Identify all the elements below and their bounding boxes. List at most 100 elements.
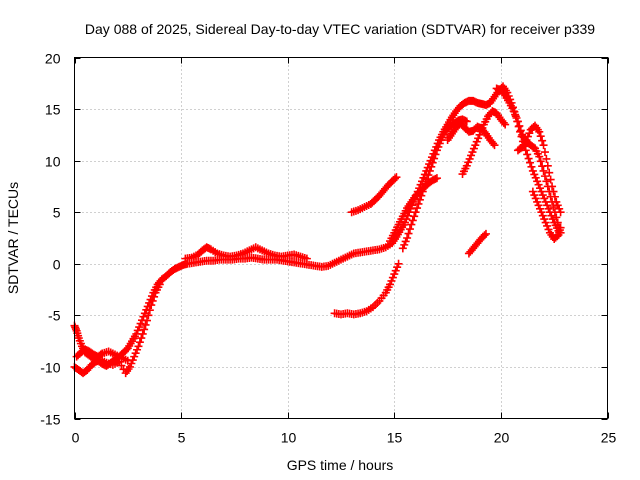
- data-point: [540, 172, 549, 181]
- data-series: [70, 82, 565, 378]
- y-tick-label: -15: [40, 412, 60, 428]
- x-tick-label: 20: [494, 430, 510, 446]
- data-point: [553, 218, 562, 227]
- y-tick-label: 20: [45, 51, 61, 67]
- data-point: [556, 223, 565, 232]
- data-point: [405, 225, 414, 234]
- data-point: [542, 154, 551, 163]
- data-point: [391, 174, 400, 183]
- data-point: [515, 121, 524, 130]
- data-point: [546, 175, 555, 184]
- data-point: [413, 204, 422, 213]
- data-point: [539, 141, 548, 150]
- series-arc-peak-d: [492, 84, 565, 237]
- x-axis-label: GPS time / hours: [287, 457, 394, 473]
- data-point: [144, 311, 153, 320]
- data-point: [417, 191, 426, 200]
- data-point: [392, 173, 401, 182]
- data-point: [516, 126, 525, 135]
- data-point: [489, 139, 498, 148]
- series-arc-afternoon-b: [330, 259, 403, 319]
- y-axis-label: SDTVAR / TECUs: [5, 182, 21, 294]
- data-point: [148, 296, 157, 305]
- data-point: [407, 220, 416, 229]
- data-point: [490, 141, 499, 150]
- y-tick-label: 5: [53, 205, 61, 221]
- data-point: [394, 259, 403, 268]
- series-arc-afternoon-a: [347, 173, 401, 217]
- data-point: [480, 231, 489, 240]
- y-tick-label: -10: [40, 360, 60, 376]
- data-point: [411, 208, 420, 217]
- data-point: [536, 157, 545, 166]
- data-point: [432, 174, 441, 183]
- data-point: [523, 150, 532, 159]
- data-point: [527, 162, 536, 171]
- data-point: [135, 338, 144, 347]
- data-point: [542, 177, 551, 186]
- data-point: [545, 168, 554, 177]
- data-point: [481, 229, 490, 238]
- data-point: [424, 171, 433, 180]
- data-point: [147, 301, 156, 310]
- data-point: [499, 118, 508, 127]
- data-point: [123, 356, 132, 365]
- data-point: [145, 306, 154, 315]
- data-point: [425, 166, 434, 175]
- data-point: [462, 117, 471, 126]
- data-point: [134, 342, 143, 351]
- data-point: [421, 179, 430, 188]
- chart-title: Day 088 of 2025, Sidereal Day-to-day VTE…: [85, 21, 595, 37]
- data-point: [524, 154, 533, 163]
- data-point: [430, 154, 439, 163]
- data-point: [96, 350, 105, 359]
- data-point: [536, 132, 545, 141]
- x-tick-label: 5: [178, 430, 186, 446]
- data-point: [141, 320, 150, 329]
- data-point: [538, 136, 547, 145]
- y-tick-label: -5: [48, 308, 61, 324]
- data-point: [539, 166, 548, 175]
- data-point: [501, 120, 510, 129]
- data-point: [414, 199, 423, 208]
- data-point: [403, 234, 412, 242]
- data-point: [552, 213, 561, 222]
- series-arc-mid-upper: [181, 243, 311, 263]
- data-point: [526, 158, 535, 167]
- data-point: [427, 162, 436, 171]
- data-point: [422, 175, 431, 184]
- y-tick-labels: -15 -10 -5 0 5 10 15 20: [40, 51, 60, 428]
- data-point: [302, 254, 311, 263]
- axis-ticks: [74, 57, 609, 420]
- data-point: [549, 187, 558, 196]
- series-arc-late-tail: [528, 187, 565, 244]
- series-arc-late-rise: [513, 121, 565, 217]
- data-point: [548, 182, 557, 191]
- data-point: [420, 183, 429, 192]
- data-point: [415, 195, 424, 204]
- y-tick-label: 15: [45, 102, 61, 118]
- data-point: [428, 158, 437, 167]
- series-arc-late-isolated: [464, 229, 490, 258]
- grid: [74, 57, 608, 419]
- x-tick-labels: 0 5 10 15 20 25: [72, 430, 617, 446]
- x-tick-label: 10: [281, 430, 297, 446]
- series-arc-peak-a: [398, 115, 471, 253]
- data-point: [550, 192, 559, 201]
- data-point: [499, 89, 508, 98]
- data-point: [140, 325, 149, 334]
- data-point: [142, 316, 151, 325]
- x-tick-label: 25: [601, 430, 617, 446]
- series-arc-peak-c: [443, 119, 499, 150]
- y-tick-label: 0: [53, 257, 61, 273]
- data-point: [404, 229, 413, 238]
- data-point: [513, 117, 522, 126]
- data-point: [150, 292, 159, 301]
- plot-frame: [74, 57, 608, 419]
- x-tick-label: 15: [387, 430, 403, 446]
- data-point: [535, 127, 544, 136]
- data-point: [137, 334, 146, 343]
- data-point: [556, 208, 565, 217]
- data-point: [155, 280, 164, 289]
